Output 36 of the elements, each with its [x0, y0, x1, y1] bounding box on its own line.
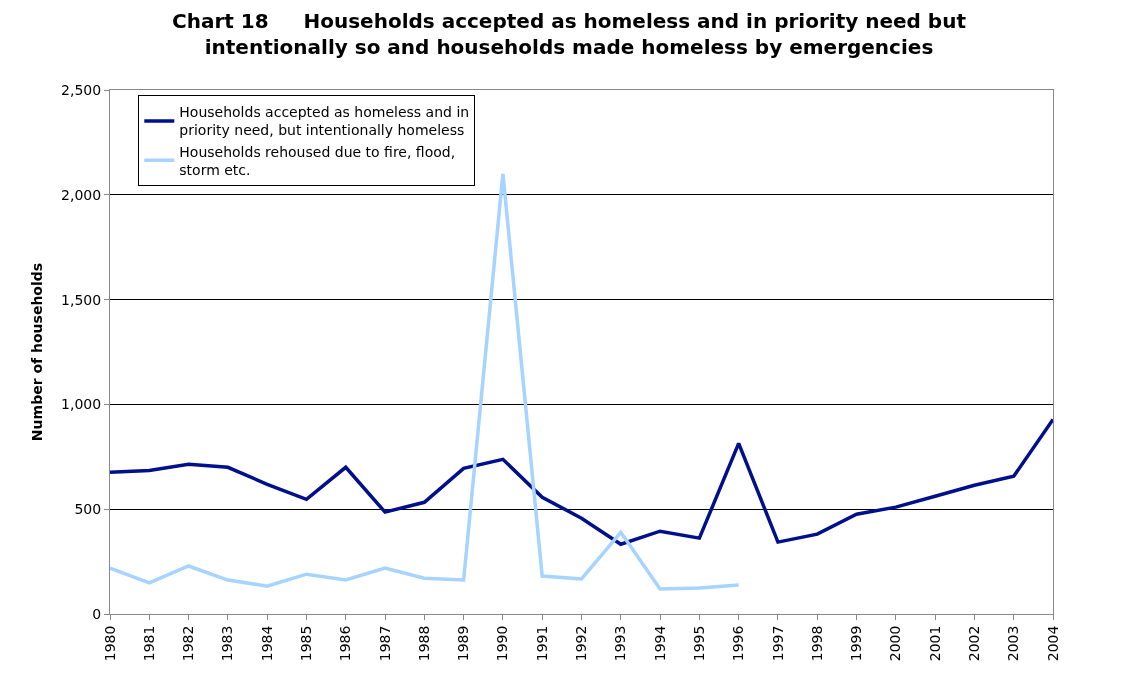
x-tick-label: 1998 — [808, 625, 825, 662]
y-tick-label: 2,000 — [61, 186, 102, 203]
x-tick-label: 2001 — [926, 625, 943, 662]
x-tick-label: 1995 — [690, 625, 707, 662]
x-tick-label: 1990 — [494, 625, 511, 662]
line-series — [110, 417, 1053, 546]
x-tick-label: 1981 — [140, 625, 157, 662]
x-tick-label: 1999 — [848, 625, 865, 662]
y-tick-label: 0 — [92, 605, 102, 622]
y-tick-label: 2,500 — [61, 81, 102, 98]
chart-title: Chart 18 Households accepted as homeless and in priority need but intentionally so and households made homeless by emergencies — [172, 8, 967, 59]
x-tick-label: 1989 — [455, 625, 472, 662]
x-tick-label: 1988 — [415, 625, 432, 662]
x-tick-label: 1997 — [769, 625, 786, 662]
x-tick-label: 1984 — [258, 625, 275, 662]
y-tick-label: 1,500 — [61, 291, 102, 308]
y-axis-title: Number of households — [28, 262, 45, 442]
x-tick-label: 2000 — [887, 625, 904, 662]
x-tick-label: 1994 — [651, 625, 668, 662]
y-tick-label: 500 — [74, 501, 102, 518]
x-tick-label: 1993 — [612, 625, 629, 662]
x-tick-label: 1996 — [730, 625, 747, 662]
x-tick-label: 1985 — [298, 625, 315, 662]
x-tick-label: 2004 — [1044, 625, 1061, 662]
x-tick-label: 2003 — [1005, 625, 1022, 662]
x-tick-label: 1982 — [180, 625, 197, 662]
x-tick-label: 1980 — [101, 625, 118, 662]
legend-label: Households accepted as homeless and in priority need, but intentionally homeless — [179, 104, 470, 139]
x-tick-label: 1987 — [376, 625, 393, 662]
legend-label: Households rehoused due to fire, flood, storm etc. — [179, 143, 456, 178]
x-tick-label: 1983 — [219, 625, 236, 662]
x-tick-label: 2002 — [965, 625, 982, 662]
y-tick-label: 1,000 — [61, 396, 102, 413]
x-tick-label: 1991 — [533, 625, 550, 662]
x-tick-label: 1986 — [337, 625, 354, 662]
x-tick-label: 1992 — [573, 625, 590, 662]
